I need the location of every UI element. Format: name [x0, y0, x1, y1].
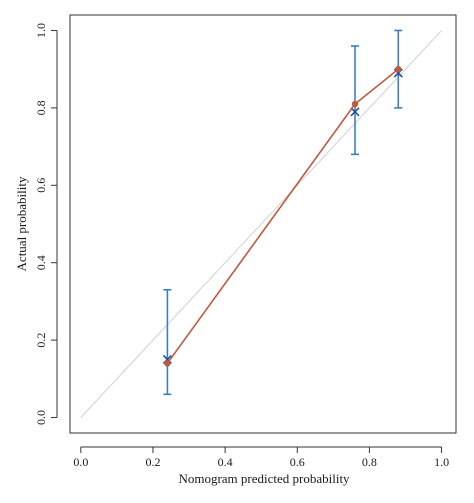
- observed-x-marker: [350, 107, 360, 117]
- error-bar-layer: [162, 29, 403, 396]
- x-axis-title: Nomogram predicted probability: [178, 471, 350, 486]
- calibration-line-layer: [164, 65, 402, 367]
- y-axis-title: Actual probability: [14, 176, 29, 271]
- y-tick-label: 0.6: [34, 178, 48, 193]
- calibration-curve: [166, 68, 399, 364]
- y-tick-label: 0.4: [34, 255, 48, 270]
- x-tick-label: 0.2: [145, 455, 160, 469]
- y-tick-label: 1.0: [34, 23, 48, 38]
- calibration-point: [395, 65, 402, 73]
- reference-layer: [80, 30, 442, 418]
- ideal-reference-line: [80, 30, 442, 418]
- y-tick-label: 0.2: [34, 333, 48, 348]
- x-tick-label: 1.0: [434, 455, 449, 469]
- y-tick-label: 0.0: [34, 410, 48, 425]
- x-tick-label: 0.4: [218, 455, 233, 469]
- x-tick-label: 0.0: [73, 455, 88, 469]
- calibration-point: [164, 360, 171, 367]
- calibration-point: [351, 100, 359, 108]
- x-tick-label: 0.8: [362, 455, 377, 469]
- x-tick-label: 0.6: [290, 455, 305, 469]
- axes-layer: 0.0 0.0 0.2 0.2 0.4 0.4 0.6 0.6 0.8 0.8 1.0 1.0: [34, 23, 449, 469]
- y-tick-label: 0.8: [34, 100, 48, 115]
- plot-frame: [69, 14, 457, 434]
